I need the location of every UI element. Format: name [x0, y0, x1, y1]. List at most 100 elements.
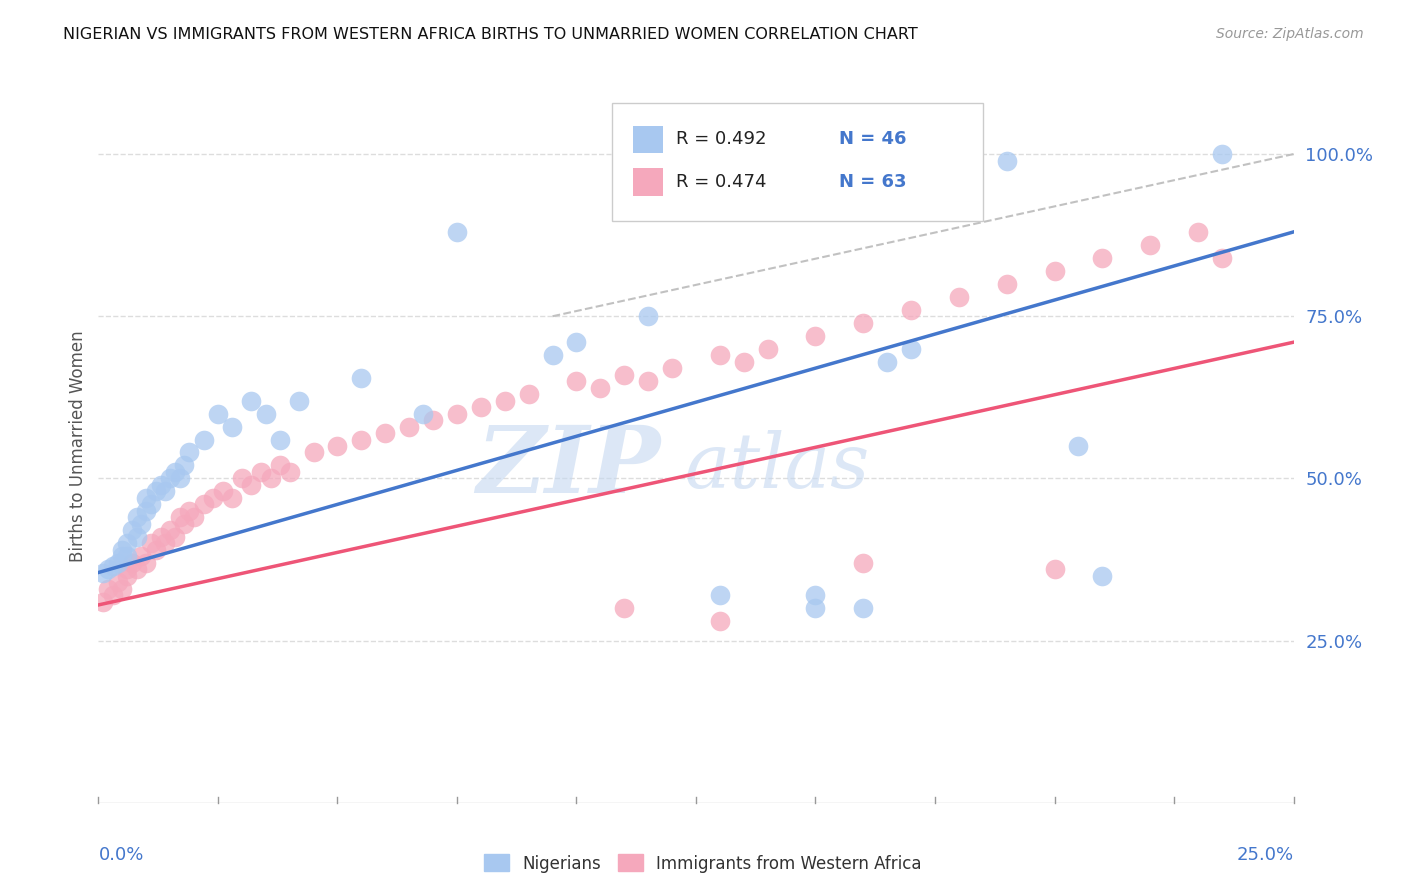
Point — [1139, 238, 1161, 252]
Point — [995, 153, 1018, 168]
Point — [661, 361, 683, 376]
Point — [145, 542, 167, 557]
Point — [804, 601, 827, 615]
Point — [948, 290, 970, 304]
Point — [709, 614, 731, 628]
Point — [852, 601, 875, 615]
Point — [155, 536, 177, 550]
Point — [221, 419, 243, 434]
FancyBboxPatch shape — [633, 126, 662, 153]
Point — [804, 328, 827, 343]
Point — [637, 374, 659, 388]
Legend: Nigerians, Immigrants from Western Africa: Nigerians, Immigrants from Western Afric… — [478, 847, 928, 880]
Point — [135, 491, 157, 505]
Point — [121, 556, 143, 570]
Point — [111, 582, 134, 596]
Point — [1211, 147, 1233, 161]
Point — [254, 407, 277, 421]
Point — [149, 478, 172, 492]
Point — [613, 601, 636, 615]
Point — [169, 510, 191, 524]
Point — [446, 225, 468, 239]
FancyBboxPatch shape — [633, 169, 662, 195]
Point — [179, 504, 201, 518]
Point — [269, 433, 291, 447]
Point — [231, 471, 253, 485]
Text: 0.0%: 0.0% — [98, 846, 143, 863]
Text: 25.0%: 25.0% — [1236, 846, 1294, 863]
Point — [350, 371, 373, 385]
Point — [565, 335, 588, 350]
Point — [517, 387, 540, 401]
Point — [121, 524, 143, 538]
Point — [193, 497, 215, 511]
Point — [278, 465, 301, 479]
Point — [1211, 251, 1233, 265]
Text: NIGERIAN VS IMMIGRANTS FROM WESTERN AFRICA BIRTHS TO UNMARRIED WOMEN CORRELATION: NIGERIAN VS IMMIGRANTS FROM WESTERN AFRI… — [63, 27, 918, 42]
Point — [1187, 225, 1209, 239]
Point — [163, 465, 186, 479]
Point — [876, 354, 898, 368]
Point — [135, 556, 157, 570]
Point — [115, 536, 138, 550]
Point — [269, 458, 291, 473]
Point — [221, 491, 243, 505]
Text: R = 0.474: R = 0.474 — [676, 173, 766, 191]
Point — [565, 374, 588, 388]
Point — [155, 484, 177, 499]
Text: Source: ZipAtlas.com: Source: ZipAtlas.com — [1216, 27, 1364, 41]
Point — [115, 562, 138, 576]
Point — [1091, 568, 1114, 582]
Point — [446, 407, 468, 421]
Point — [125, 530, 148, 544]
Point — [135, 504, 157, 518]
Point — [852, 556, 875, 570]
Point — [613, 368, 636, 382]
Point — [494, 393, 516, 408]
Point — [240, 478, 263, 492]
Point — [183, 510, 205, 524]
FancyBboxPatch shape — [613, 103, 983, 221]
Point — [91, 595, 114, 609]
Point — [115, 549, 138, 564]
Point — [326, 439, 349, 453]
Point — [211, 484, 233, 499]
Text: N = 46: N = 46 — [839, 130, 907, 148]
Point — [250, 465, 273, 479]
Point — [756, 342, 779, 356]
Text: R = 0.492: R = 0.492 — [676, 130, 766, 148]
Point — [709, 588, 731, 602]
Point — [995, 277, 1018, 291]
Point — [139, 536, 162, 550]
Point — [159, 524, 181, 538]
Text: atlas: atlas — [685, 431, 869, 504]
Point — [169, 471, 191, 485]
Point — [149, 530, 172, 544]
Point — [115, 568, 138, 582]
Point — [412, 407, 434, 421]
Point — [900, 302, 922, 317]
Point — [398, 419, 420, 434]
Point — [804, 588, 827, 602]
Point — [1043, 264, 1066, 278]
Point — [107, 556, 129, 570]
Point — [179, 445, 201, 459]
Point — [733, 354, 755, 368]
Point — [374, 425, 396, 440]
Point — [145, 484, 167, 499]
Point — [709, 348, 731, 362]
Y-axis label: Births to Unmarried Women: Births to Unmarried Women — [69, 330, 87, 562]
Point — [852, 316, 875, 330]
Point — [173, 516, 195, 531]
Point — [350, 433, 373, 447]
Point — [139, 497, 162, 511]
Point — [589, 381, 612, 395]
Point — [1043, 562, 1066, 576]
Point — [1091, 251, 1114, 265]
Point — [131, 516, 153, 531]
Point — [1067, 439, 1090, 453]
Point — [101, 588, 124, 602]
Point — [470, 400, 492, 414]
Point — [422, 413, 444, 427]
Point — [202, 491, 225, 505]
